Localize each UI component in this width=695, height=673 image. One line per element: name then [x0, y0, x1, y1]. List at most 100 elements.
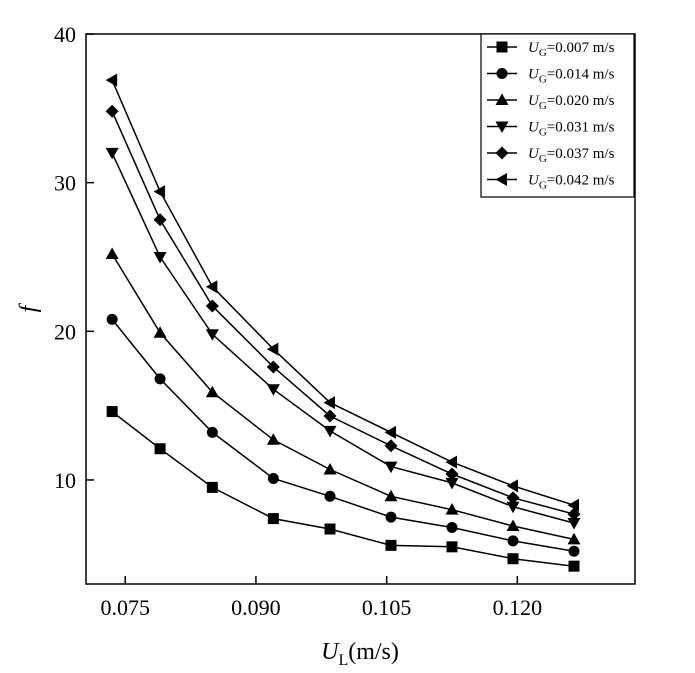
data-point-series-3	[205, 385, 219, 398]
x-axis-title-subscript: L	[338, 652, 348, 669]
data-point-series-1	[446, 541, 458, 553]
data-point-series-4	[153, 251, 167, 264]
legend-label-main: U	[528, 146, 540, 162]
legend-marker	[496, 68, 508, 79]
data-point-series-3	[323, 463, 337, 475]
data-point-series-1	[154, 443, 166, 455]
x-tick-label: 0.105	[362, 595, 412, 620]
data-point-series-4	[384, 461, 398, 474]
legend-label-subscript: G	[539, 74, 547, 86]
data-point-series-3	[266, 433, 280, 445]
data-point-series-1	[267, 513, 279, 525]
legend-label-value: =0.037 m/s	[547, 146, 615, 162]
axis-ticks: 0.075 0.090 0.105 0.120 10 20 30 40	[54, 22, 542, 620]
legend-label-main: U	[528, 93, 540, 109]
y-tick-label: 30	[54, 171, 76, 196]
data-point-series-2	[154, 373, 166, 385]
data-point-series-3	[384, 489, 398, 502]
y-tick-label: 10	[54, 468, 76, 493]
data-point-series-4	[567, 518, 581, 530]
data-point-series-5	[567, 507, 581, 521]
legend-marker	[495, 146, 509, 160]
y-tick-label: 40	[54, 22, 76, 47]
series-markers	[105, 73, 581, 572]
y-tick-label: 20	[54, 319, 76, 344]
data-point-series-6	[506, 479, 518, 493]
data-point-series-2	[106, 313, 118, 325]
data-point-series-1	[507, 553, 519, 565]
data-point-series-6	[445, 455, 457, 469]
legend-label-main: U	[528, 120, 540, 136]
legend-label-subscript: G	[539, 180, 547, 192]
data-point-series-5	[105, 104, 119, 118]
data-point-series-2	[568, 545, 580, 557]
legend-marker	[496, 41, 508, 53]
data-point-series-1	[385, 539, 397, 551]
data-point-series-3	[153, 326, 167, 338]
data-point-series-4	[205, 329, 219, 341]
legend-label: UG=0.042 m/s	[528, 173, 615, 192]
data-point-series-2	[267, 472, 279, 484]
legend-label-subscript: G	[539, 153, 547, 165]
legend-label-main: U	[528, 173, 540, 189]
data-point-series-1	[324, 523, 336, 535]
data-point-series-4	[323, 425, 337, 438]
data-point-series-5	[266, 360, 280, 374]
x-axis-title-unit: (m/s)	[348, 639, 399, 665]
data-point-series-4	[266, 384, 280, 396]
y-axis-title: f	[16, 302, 42, 312]
series-line-1	[111, 411, 575, 567]
legend-label-value: =0.020 m/s	[547, 93, 615, 109]
data-point-series-5	[153, 213, 167, 227]
data-point-series-2	[206, 426, 218, 438]
legend-label-main: U	[528, 40, 540, 56]
data-point-series-1	[206, 481, 218, 493]
legend-label-subscript: G	[539, 100, 547, 112]
data-point-series-6	[205, 280, 218, 294]
legend-label: UG=0.031 m/s	[528, 120, 615, 139]
data-point-series-2	[446, 522, 458, 534]
legend-marker	[495, 93, 509, 105]
data-point-series-5	[323, 409, 337, 423]
data-point-series-2	[385, 511, 397, 523]
legend-label-value: =0.042 m/s	[547, 173, 615, 189]
legend-label-main: U	[528, 67, 540, 83]
legend-label: UG=0.014 m/s	[528, 67, 615, 86]
legend: UG=0.007 m/sUG=0.014 m/sUG=0.020 m/sUG=0…	[480, 33, 635, 198]
data-point-series-2	[507, 535, 519, 547]
data-point-series-1	[568, 560, 580, 572]
series-line-3	[111, 253, 575, 541]
legend-label-value: =0.031 m/s	[547, 120, 615, 136]
data-point-series-4	[445, 477, 459, 490]
legend-marker	[495, 173, 507, 186]
legend-label: UG=0.020 m/s	[528, 93, 615, 112]
series-line-2	[111, 318, 575, 553]
data-point-series-1	[106, 406, 118, 418]
data-point-series-6	[266, 342, 279, 356]
data-point-series-5	[506, 491, 520, 505]
x-tick-label: 0.120	[493, 595, 543, 620]
data-point-series-4	[105, 147, 119, 160]
legend-label-value: =0.014 m/s	[547, 67, 615, 83]
data-point-series-6	[384, 425, 396, 439]
data-point-series-6	[105, 73, 118, 87]
x-axis-title-main: U	[321, 639, 340, 665]
data-point-series-6	[153, 185, 166, 199]
legend-marker	[495, 121, 509, 133]
legend-label-subscript: G	[539, 47, 547, 59]
data-point-series-5	[445, 467, 459, 481]
legend-label: UG=0.007 m/s	[528, 40, 615, 59]
data-point-series-5	[205, 299, 219, 313]
data-point-series-6	[567, 498, 579, 512]
legend-label-subscript: G	[539, 127, 547, 139]
data-point-series-5	[384, 439, 398, 453]
x-axis-title: UL(m/s)	[321, 639, 399, 669]
legend-label-value: =0.007 m/s	[547, 40, 615, 56]
data-point-series-3	[567, 532, 581, 545]
series-line-4	[111, 152, 575, 524]
x-tick-label: 0.075	[100, 595, 150, 620]
legend-label: UG=0.037 m/s	[528, 146, 615, 165]
data-point-series-3	[445, 503, 459, 515]
data-point-series-2	[324, 490, 336, 502]
